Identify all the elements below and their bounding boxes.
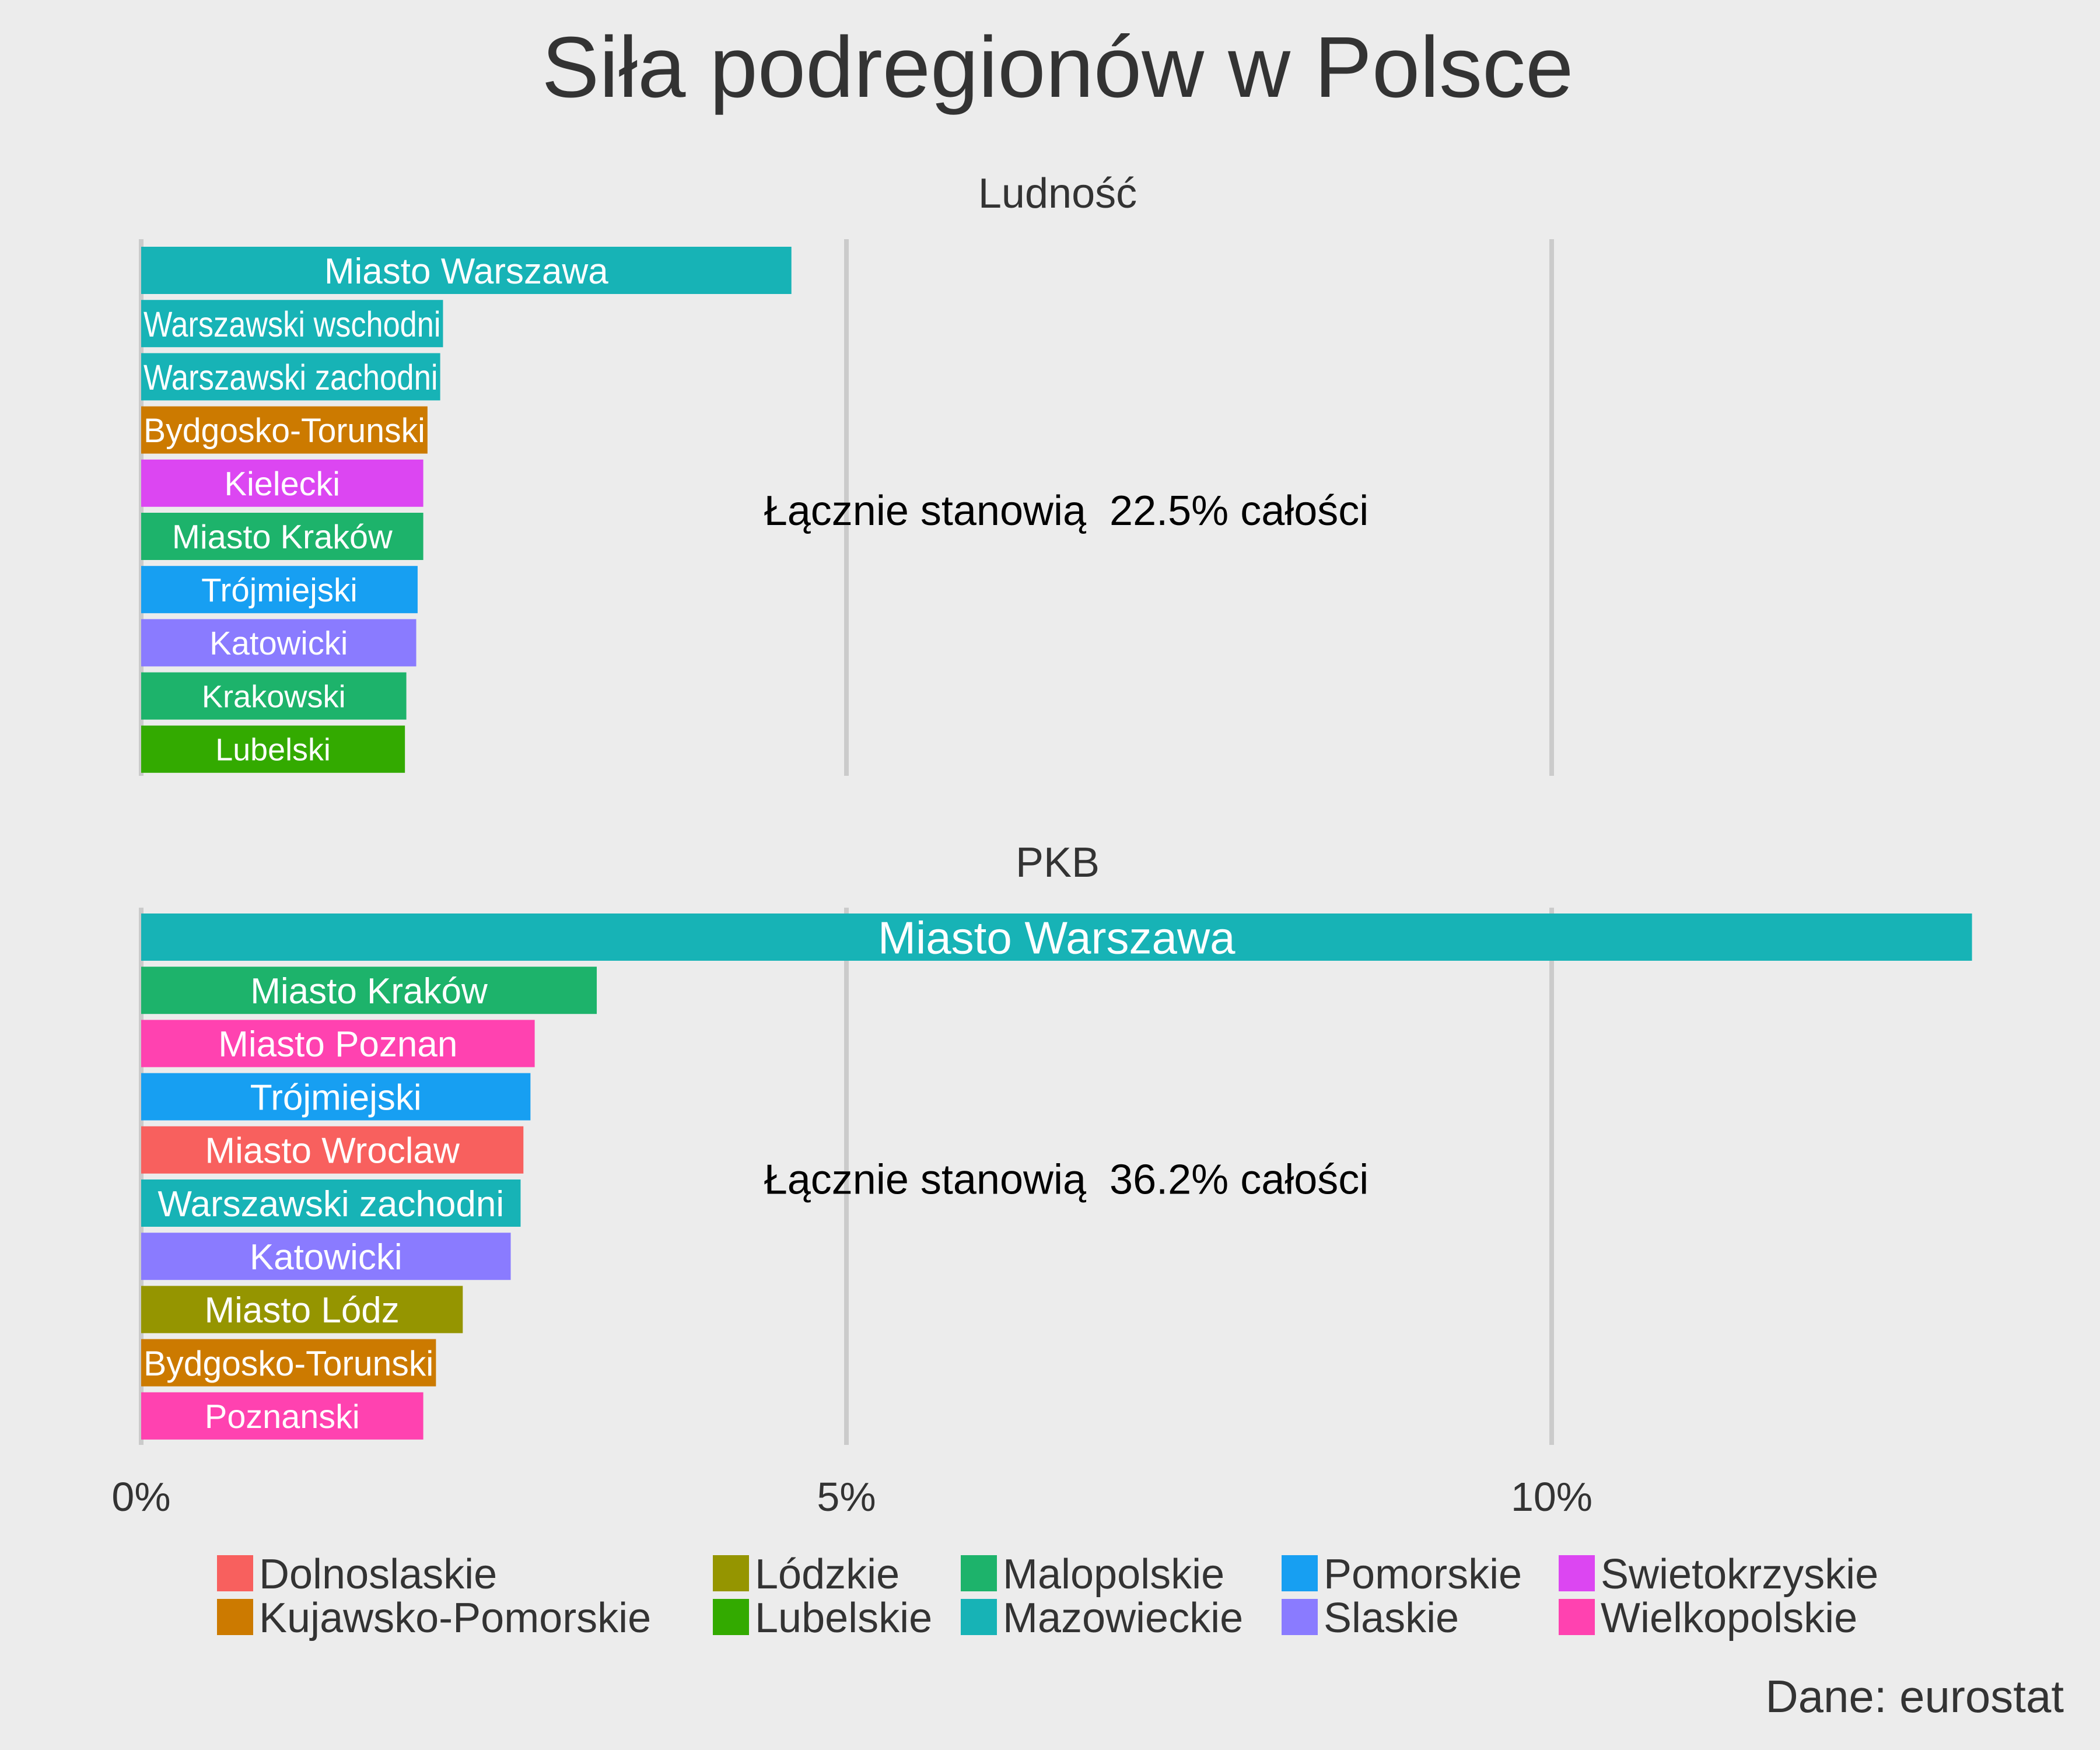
legend-item: Malopolskie bbox=[961, 1551, 1224, 1598]
bar-label: Trójmiejski bbox=[201, 572, 358, 608]
bar bbox=[141, 967, 597, 1014]
bar bbox=[141, 459, 424, 507]
panel-title: PKB bbox=[1016, 839, 1100, 886]
bar-label: Miasto Kraków bbox=[250, 971, 488, 1012]
legend-label: Wielkopolskie bbox=[1601, 1595, 1857, 1642]
legend-item: Slaskie bbox=[1282, 1595, 1459, 1642]
bar bbox=[141, 247, 792, 294]
bar-label: Katowicki bbox=[209, 625, 348, 662]
legend-swatch bbox=[217, 1599, 253, 1635]
bar-label: Warszawski zachodni bbox=[158, 1184, 504, 1224]
panel-annotation: Łącznie stanowią 36.2% całości bbox=[764, 1157, 1369, 1203]
legend-label: Kujawsko-Pomorskie bbox=[259, 1595, 651, 1642]
legend-label: Mazowieckie bbox=[1003, 1595, 1243, 1642]
legend-label: Pomorskie bbox=[1324, 1551, 1522, 1598]
panel-title: Ludność bbox=[978, 170, 1137, 217]
legend-label: Lubelskie bbox=[755, 1595, 932, 1642]
bar bbox=[141, 725, 405, 773]
bar-label: Miasto Warszawa bbox=[878, 912, 1236, 964]
bar bbox=[141, 566, 418, 614]
legend-label: Lódzkie bbox=[755, 1551, 900, 1598]
bar bbox=[141, 1233, 511, 1280]
legend-item: Wielkopolskie bbox=[1559, 1595, 1857, 1642]
legend-swatch bbox=[961, 1555, 997, 1591]
bar-label: Miasto Lódz bbox=[205, 1290, 400, 1331]
panel-gdp: PKB Miasto Warszawa Miasto Kraków Miasto Po… bbox=[139, 839, 1972, 1445]
legend-item: Swietokrzyskie bbox=[1559, 1551, 1878, 1598]
chart-panels: Ludność Miasto Warszawa Warszawski wschodn… bbox=[139, 170, 1972, 1445]
bar bbox=[141, 300, 443, 348]
x-tick-label: 0% bbox=[111, 1474, 170, 1520]
chart-title: Siła podregionów w Polsce bbox=[542, 19, 1574, 116]
bar bbox=[141, 513, 424, 560]
legend-swatch bbox=[1559, 1599, 1595, 1635]
bar-label: Miasto Wroclaw bbox=[205, 1131, 460, 1171]
bar bbox=[141, 1180, 521, 1227]
chart-caption: Dane: eurostat bbox=[1765, 1671, 2064, 1722]
bar-label: Miasto Warszawa bbox=[324, 251, 608, 292]
legend-item: Pomorskie bbox=[1282, 1551, 1522, 1598]
bar-label: Lubelski bbox=[215, 733, 331, 768]
bar bbox=[141, 1126, 524, 1174]
bar bbox=[141, 1339, 436, 1387]
bar-label: Warszawski wschodni bbox=[144, 304, 440, 345]
legend-item: Lódzkie bbox=[713, 1551, 900, 1598]
bar bbox=[141, 1020, 535, 1068]
bar bbox=[141, 1392, 424, 1440]
legend-item: Lubelskie bbox=[713, 1595, 932, 1642]
bar-label: Bydgosko-Torunski bbox=[144, 1343, 433, 1383]
legend-swatch bbox=[1282, 1555, 1318, 1591]
bar-label: Bydgosko-Torunski bbox=[144, 412, 425, 450]
x-tick-label: 5% bbox=[817, 1474, 876, 1520]
bar bbox=[141, 914, 1972, 961]
bar-label: Miasto Kraków bbox=[172, 519, 393, 556]
bar bbox=[141, 406, 428, 454]
legend-swatch bbox=[1559, 1555, 1595, 1591]
legend-item: Mazowieckie bbox=[961, 1595, 1243, 1642]
legend-swatch bbox=[713, 1599, 749, 1635]
legend-label: Dolnoslaskie bbox=[259, 1551, 497, 1598]
panel-annotation: Łącznie stanowią 22.5% całości bbox=[764, 488, 1369, 534]
legend-label: Malopolskie bbox=[1003, 1551, 1224, 1598]
bar-label: Kielecki bbox=[225, 466, 341, 503]
legend-swatch bbox=[713, 1555, 749, 1591]
x-axis: 0% 5% 10% bbox=[111, 1474, 1592, 1520]
legend-label: Swietokrzyskie bbox=[1601, 1551, 1878, 1598]
panel-population: Ludność Miasto Warszawa Warszawski wschodn… bbox=[139, 170, 1554, 776]
bar bbox=[141, 1073, 531, 1121]
bar-label: Warszawski zachodni bbox=[144, 358, 438, 397]
legend-label: Slaskie bbox=[1324, 1595, 1459, 1642]
legend-item: Dolnoslaskie bbox=[217, 1551, 497, 1598]
bar bbox=[141, 353, 440, 401]
bar-label: Miasto Poznan bbox=[218, 1024, 457, 1065]
bar bbox=[141, 1286, 463, 1334]
bar-label: Katowicki bbox=[250, 1237, 402, 1278]
legend-item: Kujawsko-Pomorskie bbox=[217, 1595, 651, 1642]
bar-label: Trójmiejski bbox=[250, 1077, 422, 1118]
bar-label: Krakowski bbox=[202, 680, 346, 715]
bar-label: Poznanski bbox=[205, 1398, 360, 1436]
legend-swatch bbox=[217, 1555, 253, 1591]
legend-swatch bbox=[961, 1599, 997, 1635]
bar bbox=[141, 619, 416, 667]
legend-swatch bbox=[1282, 1599, 1318, 1635]
x-tick-label: 10% bbox=[1511, 1474, 1592, 1520]
bar bbox=[141, 672, 407, 720]
